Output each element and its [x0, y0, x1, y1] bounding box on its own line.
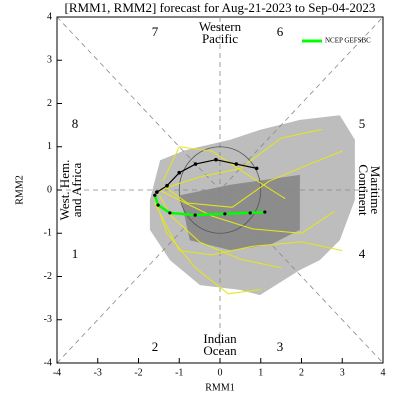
y-axis-label: RMM2: [14, 175, 25, 204]
legend-label: NCEP GEFSBC: [325, 37, 371, 45]
mean-point: [156, 203, 160, 207]
region-label: Continent: [356, 164, 371, 216]
region-label: West. Hem.: [57, 160, 72, 221]
x-tick-label: 1: [258, 367, 263, 378]
phase-label: 2: [152, 339, 159, 354]
observed-point: [193, 162, 198, 166]
observed-point: [254, 166, 259, 171]
y-tick-label: 2: [47, 98, 52, 109]
y-tick-label: -3: [44, 314, 52, 325]
phase-label: 5: [359, 116, 366, 131]
observed-point: [177, 170, 182, 175]
mean-point: [168, 211, 172, 215]
region-label: Maritime: [368, 166, 383, 215]
x-tick-label: 2: [299, 367, 304, 378]
region-label: and Africa: [69, 163, 84, 218]
mean-point: [223, 212, 227, 216]
observed-point: [165, 183, 169, 188]
x-tick-label: -4: [53, 367, 61, 378]
chart-title: [RMM1, RMM2] forecast for Aug-21-2023 to…: [65, 0, 376, 15]
member-line: [158, 194, 282, 269]
phase-label: 8: [72, 116, 79, 131]
member-line: [158, 128, 323, 191]
observed-point: [155, 190, 159, 194]
x-tick-label: -1: [175, 367, 183, 378]
x-tick-label: 0: [218, 367, 223, 378]
member-line: [154, 202, 343, 256]
member-line: [162, 146, 286, 200]
x-tick-label: 4: [381, 367, 386, 378]
region-label: Western: [199, 19, 242, 34]
mean-point: [248, 211, 252, 215]
observed-point: [214, 157, 218, 162]
x-tick-label: 3: [340, 367, 345, 378]
y-tick-label: -4: [44, 357, 52, 368]
y-tick-label: -2: [44, 271, 52, 282]
phase-label: 7: [152, 24, 159, 39]
phase-label: 6: [277, 24, 284, 39]
y-tick-label: 4: [47, 11, 52, 22]
member-line: [162, 150, 343, 208]
y-tick-label: 3: [47, 55, 52, 66]
phase-label: 4: [359, 246, 366, 261]
region-label: Ocean: [203, 343, 237, 358]
mean-point: [153, 193, 157, 197]
region-label: Pacific: [202, 31, 238, 46]
y-tick-label: -1: [44, 228, 52, 239]
phase-label: 1: [72, 246, 79, 261]
x-axis-label: RMM1: [205, 382, 234, 393]
observed-point: [234, 162, 239, 166]
x-tick-label: -3: [94, 367, 102, 378]
mean-point: [193, 213, 197, 217]
member-line: [158, 189, 335, 234]
member-line: [154, 198, 261, 295]
mean-point: [263, 210, 267, 214]
unit-circle: [178, 146, 262, 234]
y-tick-label: 0: [47, 184, 52, 195]
region-label: Indian: [203, 331, 237, 346]
y-tick-label: 1: [47, 141, 52, 152]
phase-label: 3: [277, 339, 284, 354]
x-tick-label: -2: [134, 367, 142, 378]
